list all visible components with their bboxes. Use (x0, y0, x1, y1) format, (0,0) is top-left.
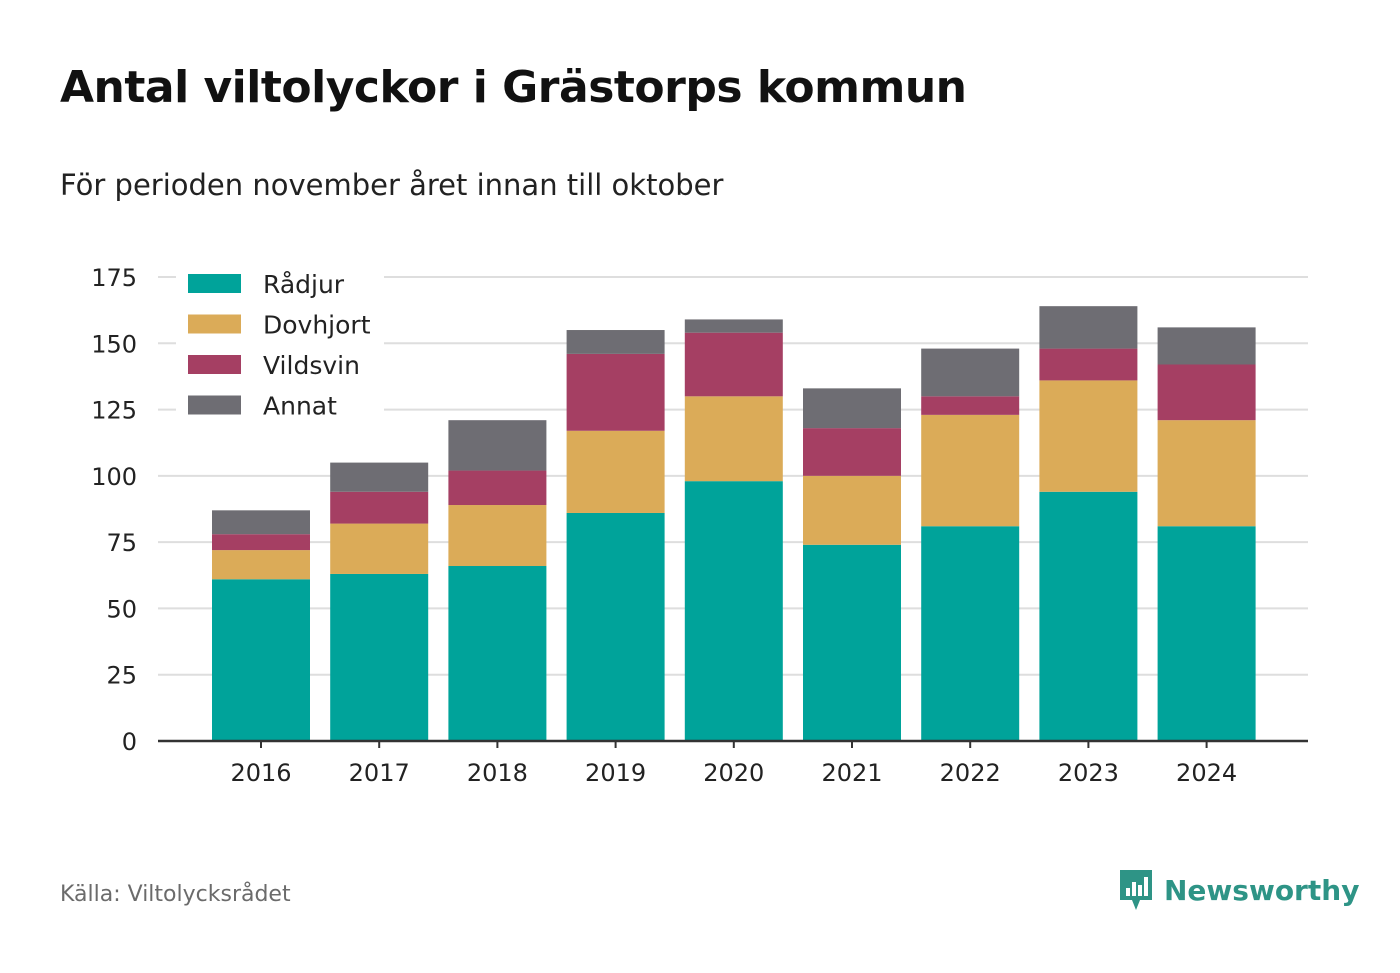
bar-segment-rådjur (684, 481, 783, 741)
bar-segment-vildsvin (1157, 364, 1256, 421)
bar-segment-vildsvin (921, 396, 1020, 415)
chart-subtitle: För perioden november året innan till ok… (60, 168, 724, 202)
bar-segment-annat (566, 330, 665, 354)
y-tick-label: 175 (91, 264, 137, 292)
legend-label: Dovhjort (263, 311, 371, 340)
bar-segment-rådjur (1039, 491, 1138, 741)
bar-segment-dovhjort (212, 550, 310, 580)
bar-segment-dovhjort (330, 523, 429, 574)
x-tick-label: 2020 (703, 759, 764, 787)
bar-segment-vildsvin (1039, 348, 1138, 381)
bar-segment-vildsvin (212, 534, 310, 551)
bar-segment-vildsvin (566, 353, 665, 431)
bar-segment-rådjur (330, 573, 429, 741)
x-tick-label: 2024 (1176, 759, 1237, 787)
y-tick-label: 125 (91, 397, 137, 425)
bar-segment-dovhjort (684, 396, 783, 482)
x-tick-label: 2022 (940, 759, 1001, 787)
bars (212, 306, 1256, 741)
y-tick-label: 25 (106, 662, 137, 690)
bar-segment-vildsvin (448, 470, 547, 506)
bar-segment-dovhjort (566, 430, 665, 513)
x-tick-label: 2019 (585, 759, 646, 787)
y-tick-label: 0 (122, 728, 137, 756)
bar-segment-rådjur (1157, 526, 1256, 741)
x-tick-label: 2023 (1058, 759, 1119, 787)
bar-segment-dovhjort (448, 505, 547, 567)
x-tick-label: 2018 (467, 759, 528, 787)
y-tick-label: 75 (106, 529, 137, 557)
bar-segment-annat (1157, 327, 1256, 365)
bar-segment-rådjur (921, 526, 1020, 741)
bar-segment-dovhjort (1157, 420, 1256, 527)
newsworthy-chart-icon (1120, 870, 1152, 910)
legend-label: Vildsvin (263, 351, 360, 380)
y-tick-label: 150 (91, 330, 137, 358)
bar-segment-rådjur (566, 512, 665, 741)
bar-segment-vildsvin (684, 332, 783, 397)
axes: 0 25 50 75 100 125 150 175 2016 2017 2018 2019 2020 2… (91, 264, 1308, 787)
x-tick-label: 2017 (349, 759, 410, 787)
legend-swatch-vildsvin (188, 355, 241, 374)
bar-segment-dovhjort (1039, 380, 1138, 492)
bar-segment-annat (212, 510, 310, 535)
legend-swatch-rådjur (188, 274, 241, 293)
bar-segment-annat (921, 348, 1020, 397)
bar-segment-rådjur (212, 579, 310, 741)
legend: Rådjur Dovhjort Vildsvin Annat (176, 262, 384, 427)
y-tick-label: 100 (91, 463, 137, 491)
bar-segment-annat (684, 319, 783, 333)
legend-label: Rådjur (263, 270, 345, 299)
bar-segment-annat (330, 462, 429, 492)
x-tick-label: 2021 (821, 759, 882, 787)
bar-segment-rådjur (448, 566, 547, 741)
x-tick-label: 2016 (230, 759, 291, 787)
bar-segment-annat (448, 420, 547, 471)
bar-segment-rådjur (803, 544, 901, 741)
bar-segment-vildsvin (330, 491, 429, 524)
source-note: Källa: Viltolycksrådet (60, 882, 291, 907)
legend-swatch-annat (188, 395, 241, 415)
brand-name: Newsworthy (1164, 873, 1360, 907)
bar-segment-dovhjort (921, 414, 1020, 527)
brand-logo: Newsworthy (1118, 868, 1359, 912)
legend-label: Annat (263, 392, 337, 421)
bar-segment-dovhjort (803, 475, 901, 545)
bar-segment-vildsvin (803, 428, 901, 476)
bar-segment-annat (803, 388, 901, 429)
chart-title: Antal viltolyckor i Grästorps kommun (60, 62, 967, 113)
bar-segment-annat (1039, 306, 1138, 349)
legend-swatch-dovhjort (188, 314, 241, 334)
y-tick-label: 50 (106, 595, 137, 623)
